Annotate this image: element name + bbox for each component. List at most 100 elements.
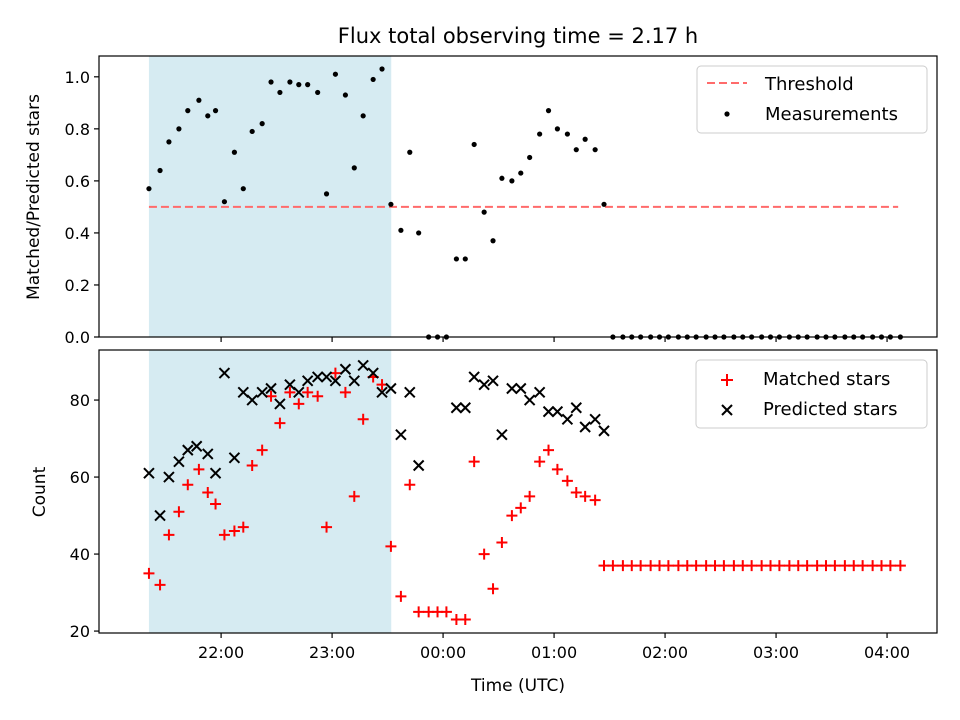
- measurement-point: [527, 154, 533, 161]
- top-legend: Threshold Measurements: [696, 65, 928, 134]
- chart-title: Flux total observing time = 2.17 h: [338, 24, 698, 48]
- matched-point: [487, 583, 499, 595]
- predicted-point: [182, 444, 194, 456]
- predicted-point: [542, 405, 555, 418]
- matched-point: [395, 590, 407, 602]
- legend-matched-swatch: [721, 374, 733, 386]
- predicted-point: [385, 382, 397, 395]
- bottom-x-axis-label: Time (UTC): [470, 676, 565, 696]
- x-tick-label: 03:00: [753, 643, 799, 662]
- measurement-point: [416, 230, 422, 236]
- x-tick-label: 01:00: [531, 643, 577, 662]
- matched-point: [561, 475, 573, 487]
- predicted-point: [395, 428, 407, 441]
- predicted-point: [143, 467, 155, 479]
- bottom-plot-frame: [98, 349, 938, 634]
- predicted-point: [579, 421, 591, 433]
- x-tick-label: 22:00: [198, 643, 244, 662]
- predicted-point: [190, 440, 203, 452]
- matched-point: [570, 486, 582, 498]
- predicted-point: [329, 375, 342, 387]
- matched-point: [589, 494, 601, 506]
- matched-point: [690, 560, 702, 572]
- measurement-point: [499, 175, 505, 181]
- x-tick-label: 02:00: [642, 643, 688, 662]
- y-tick-label: 0.0: [65, 328, 90, 347]
- matched-point: [524, 490, 536, 502]
- matched-point: [302, 386, 314, 398]
- measurement-point: [268, 79, 274, 85]
- predicted-point: [376, 386, 388, 399]
- predicted-point: [551, 405, 564, 418]
- matched-point: [256, 444, 268, 456]
- measurement-point: [360, 113, 366, 119]
- predicted-point: [523, 394, 536, 406]
- y-tick-label: 0.2: [65, 276, 90, 295]
- matched-point: [193, 463, 205, 475]
- matched-point: [413, 606, 425, 618]
- measurement-point: [564, 131, 570, 137]
- measurement-point: [537, 131, 543, 137]
- legend-threshold-label: Threshold: [764, 74, 854, 95]
- matched-point: [440, 606, 452, 618]
- measurement-point: [407, 149, 413, 155]
- measurement-point: [342, 92, 349, 98]
- measurement-point: [351, 165, 357, 171]
- measurement-point: [221, 199, 228, 205]
- measurement-point: [196, 97, 202, 103]
- matched-point: [339, 386, 351, 398]
- measurement-point: [287, 79, 293, 85]
- matched-point: [534, 456, 546, 468]
- bottom-legend-box: [695, 359, 928, 429]
- matched-point: [543, 444, 555, 456]
- measurement-point: [323, 191, 330, 197]
- predicted-point: [209, 467, 222, 479]
- predicted-point: [320, 371, 333, 383]
- matched-point: [551, 463, 563, 475]
- matched-point: [857, 560, 869, 572]
- measurement-point: [388, 201, 394, 207]
- predicted-point: [173, 455, 185, 468]
- predicted-point: [515, 382, 527, 395]
- matched-point: [154, 579, 166, 591]
- y-tick-label: 1.0: [65, 68, 90, 87]
- measurement-point: [462, 256, 468, 262]
- measurement-point: [240, 186, 246, 192]
- matched-point: [746, 560, 758, 572]
- matched-point: [246, 460, 258, 472]
- matched-point: [228, 525, 240, 537]
- measurement-point: [471, 141, 477, 148]
- matched-point: [506, 510, 518, 522]
- top-y-axis-label: Matched/Predicted stars: [24, 94, 44, 300]
- measurement-point: [509, 178, 515, 184]
- top-observing-span: [148, 56, 392, 337]
- matched-point: [579, 490, 591, 502]
- matched-point: [312, 390, 324, 402]
- measurement-point: [231, 149, 238, 155]
- matched-point: [773, 560, 785, 572]
- predicted-point: [487, 375, 499, 387]
- predicted-point: [274, 398, 286, 410]
- predicted-point: [311, 371, 324, 383]
- matched-point: [274, 417, 286, 429]
- measurement-point: [453, 256, 459, 262]
- matched-point: [173, 506, 185, 518]
- y-tick-label: 80: [70, 391, 90, 410]
- predicted-point: [468, 371, 480, 383]
- predicted-point: [570, 402, 582, 414]
- matched-point: [237, 521, 249, 533]
- predicted-point: [163, 471, 175, 483]
- measurement-point: [259, 121, 265, 127]
- predicted-point: [450, 402, 463, 414]
- measurement-point: [212, 108, 219, 114]
- top-legend-box: [696, 65, 928, 134]
- measurement-point: [296, 82, 302, 88]
- predicted-point: [218, 367, 231, 379]
- y-tick-label: 0.8: [65, 120, 90, 139]
- matched-point: [202, 486, 214, 498]
- matched-point: [163, 529, 175, 541]
- top-plot-frame: [98, 55, 938, 338]
- predicted-point: [478, 378, 490, 391]
- predicted-point: [598, 425, 610, 437]
